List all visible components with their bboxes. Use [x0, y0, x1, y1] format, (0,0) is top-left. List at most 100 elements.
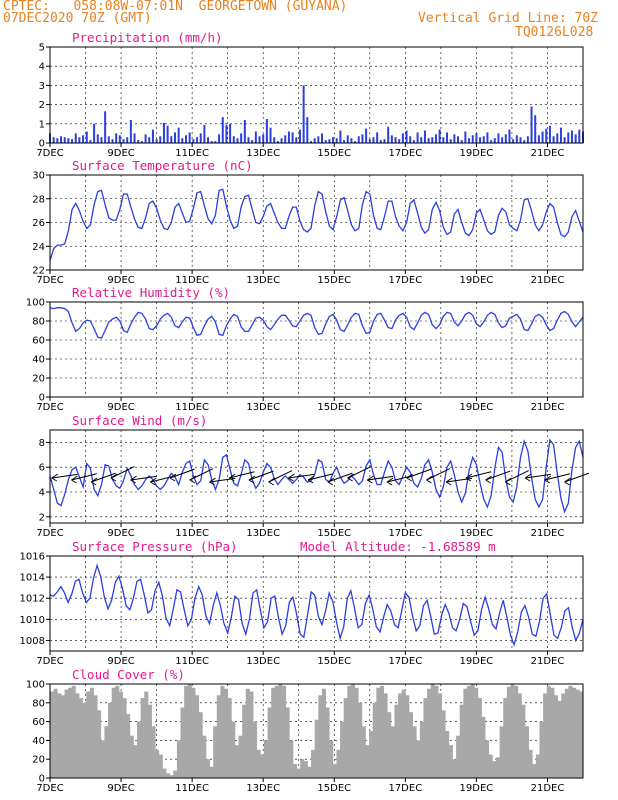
precip-bar	[449, 139, 452, 143]
precip-bar	[530, 106, 533, 143]
precip-bar	[207, 137, 210, 143]
cloud-bar	[383, 693, 388, 778]
rh-xtick-label: 21DEC	[531, 402, 565, 413]
precip-bar	[254, 131, 257, 143]
precip-bar	[210, 141, 213, 143]
cloud-bar	[466, 685, 471, 778]
wind-arrow-head	[367, 479, 373, 484]
cloud-bar	[354, 687, 359, 778]
wind-ytick-label: 4	[39, 488, 45, 499]
precip-bar	[82, 135, 85, 143]
wind-ytick-label: 2	[39, 512, 45, 523]
precip-bar	[214, 141, 217, 143]
precip-bar	[74, 133, 77, 143]
cloud-bar	[419, 721, 424, 778]
cloud-ytick-label: 20	[32, 755, 45, 766]
cloud-bar	[332, 763, 337, 778]
cloud-bar	[347, 685, 352, 778]
pres-annotation: Model Altitude: -1.68589 m	[300, 539, 496, 554]
precip-bar	[556, 133, 559, 143]
cloud-bar	[488, 754, 493, 778]
precip-bar	[317, 136, 320, 143]
wind-arrow-head	[248, 479, 255, 484]
cloud-bar	[79, 698, 84, 778]
cloud-bar	[343, 698, 348, 778]
precip-bar	[284, 135, 287, 143]
precip-bar	[144, 134, 147, 143]
precip-bar	[559, 127, 562, 143]
pres-xtick-label: 21DEC	[531, 656, 565, 667]
cloud-bar	[292, 763, 297, 778]
temp-xtick-label: 11DEC	[175, 275, 209, 286]
cloud-bar	[398, 693, 403, 778]
pres-ytick-label: 1014	[20, 573, 45, 584]
precip-bar	[453, 134, 456, 143]
precip-bar	[148, 137, 151, 143]
precip-bar	[350, 138, 353, 143]
precip-bar	[357, 136, 360, 143]
precip-xtick-label: 17DEC	[388, 148, 422, 159]
pres-xtick-label: 9DEC	[107, 656, 134, 667]
pres-panel	[46, 555, 584, 655]
precip-bar	[501, 137, 504, 143]
temp-title: Surface Temperature (nC)	[72, 158, 253, 173]
cloud-bar	[325, 707, 330, 778]
temp-xtick-label: 13DEC	[246, 275, 280, 286]
precip-bar	[361, 134, 364, 143]
pres-ytick-label: 1008	[20, 636, 45, 647]
wind-arrow-head	[564, 481, 570, 486]
precip-bar	[118, 135, 121, 143]
wind-arrow-head	[189, 479, 196, 484]
wind-arrow-head	[544, 475, 552, 481]
cloud-bar	[220, 685, 225, 778]
wind-arrow-head	[150, 481, 156, 486]
precip-bar	[151, 129, 154, 143]
precip-bar	[394, 137, 397, 143]
cloud-bar	[285, 707, 290, 778]
precip-bar	[523, 140, 526, 143]
precip-bar	[383, 139, 386, 143]
wind-xtick-label: 21DEC	[531, 528, 565, 539]
cloud-bar	[238, 735, 243, 778]
precip-bar	[273, 137, 276, 143]
precip-bar	[475, 133, 478, 143]
precip-bar	[173, 132, 176, 143]
precip-xtick-label: 21DEC	[531, 148, 565, 159]
precip-bar	[365, 128, 368, 143]
cloud-ytick-label: 0	[39, 774, 45, 785]
precip-bar	[85, 131, 88, 143]
cloud-bar	[64, 689, 69, 778]
cloud-bar	[550, 687, 555, 778]
precip-ytick-label: 1	[39, 119, 45, 130]
precip-bar	[162, 122, 165, 143]
precip-bar	[468, 138, 471, 143]
cloud-bar	[452, 759, 457, 778]
rh-xtick-label: 9DEC	[107, 402, 134, 413]
cloud-bar	[137, 721, 142, 778]
wind-arrow-head	[485, 479, 491, 484]
rh-xtick-label: 11DEC	[175, 402, 209, 413]
precip-bar	[354, 141, 357, 143]
wind-arrow	[367, 475, 394, 481]
precip-bar	[412, 140, 415, 143]
cloud-bar	[481, 716, 486, 778]
cloud-bar	[379, 685, 384, 778]
pres-xtick-label: 11DEC	[175, 656, 209, 667]
precip-bar	[185, 135, 188, 143]
precip-xtick-label: 19DEC	[460, 148, 494, 159]
cloud-bar	[506, 686, 511, 778]
wind-arrow-head	[169, 473, 177, 479]
precip-bar	[328, 139, 331, 143]
wind-arrow-head	[307, 475, 315, 481]
cloud-bar	[108, 702, 113, 778]
cloud-bar	[115, 685, 120, 778]
cloud-bar	[524, 726, 530, 778]
precip-bar	[563, 137, 566, 143]
precip-bar	[225, 124, 228, 143]
wind-arrow	[288, 473, 315, 479]
pres-xtick-label: 15DEC	[317, 656, 351, 667]
rh-ytick-label: 20	[32, 374, 45, 385]
cloud-panel	[46, 683, 584, 782]
cloud-ytick-label: 100	[26, 680, 45, 691]
